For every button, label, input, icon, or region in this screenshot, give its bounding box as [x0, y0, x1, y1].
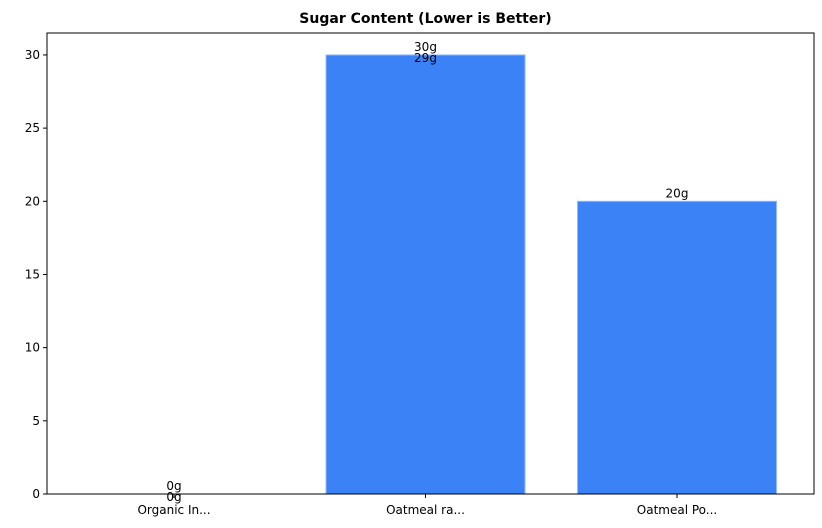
y-tick-label: 25 — [25, 121, 40, 135]
data-label: 0g — [166, 479, 181, 493]
data-label: 30g — [414, 40, 437, 54]
y-tick-label: 10 — [25, 341, 40, 355]
x-tick-label: Organic In... — [137, 503, 210, 517]
y-tick-label: 0 — [32, 487, 40, 501]
bar-3 — [577, 200, 777, 495]
y-tick-label: 20 — [25, 194, 40, 208]
x-tick-label: Oatmeal ra... — [386, 503, 465, 517]
data-label: 29g — [414, 51, 437, 65]
y-tick-label: 15 — [25, 267, 40, 281]
y-tick-label: 30 — [25, 48, 40, 62]
chart-title: Sugar Content (Lower is Better) — [299, 11, 551, 27]
y-tick-label: 5 — [32, 414, 40, 428]
plot-frame — [46, 32, 815, 495]
bar-2 — [325, 54, 526, 495]
data-label: 20g — [666, 186, 689, 200]
x-tick-label: Oatmeal Po... — [637, 503, 717, 517]
